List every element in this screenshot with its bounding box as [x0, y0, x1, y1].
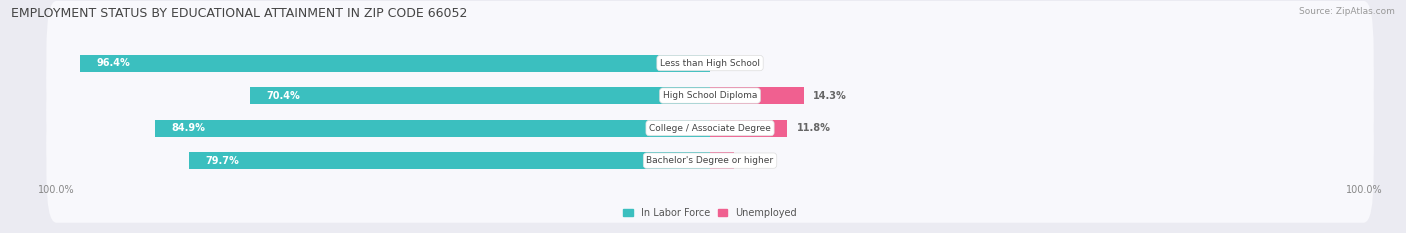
Text: 11.8%: 11.8% — [797, 123, 831, 133]
Text: 96.4%: 96.4% — [96, 58, 129, 68]
FancyBboxPatch shape — [46, 66, 1374, 190]
Legend: In Labor Force, Unemployed: In Labor Force, Unemployed — [619, 204, 801, 222]
FancyBboxPatch shape — [46, 34, 1374, 158]
Text: 14.3%: 14.3% — [813, 91, 846, 101]
Text: Source: ZipAtlas.com: Source: ZipAtlas.com — [1299, 7, 1395, 16]
Text: EMPLOYMENT STATUS BY EDUCATIONAL ATTAINMENT IN ZIP CODE 66052: EMPLOYMENT STATUS BY EDUCATIONAL ATTAINM… — [11, 7, 468, 20]
Bar — [250, 87, 710, 104]
Text: Less than High School: Less than High School — [659, 58, 761, 68]
Text: College / Associate Degree: College / Associate Degree — [650, 123, 770, 133]
Bar — [710, 87, 803, 104]
Text: 84.9%: 84.9% — [172, 123, 205, 133]
Bar — [710, 120, 787, 137]
Text: Bachelor's Degree or higher: Bachelor's Degree or higher — [647, 156, 773, 165]
Text: 79.7%: 79.7% — [205, 156, 239, 166]
Bar — [710, 152, 734, 169]
Bar — [155, 120, 710, 137]
FancyBboxPatch shape — [46, 99, 1374, 223]
Text: 0.0%: 0.0% — [720, 58, 747, 68]
Bar — [80, 55, 710, 72]
Bar — [188, 152, 710, 169]
Text: 3.6%: 3.6% — [744, 156, 770, 166]
Text: 70.4%: 70.4% — [266, 91, 299, 101]
FancyBboxPatch shape — [46, 1, 1374, 125]
Text: High School Diploma: High School Diploma — [662, 91, 758, 100]
